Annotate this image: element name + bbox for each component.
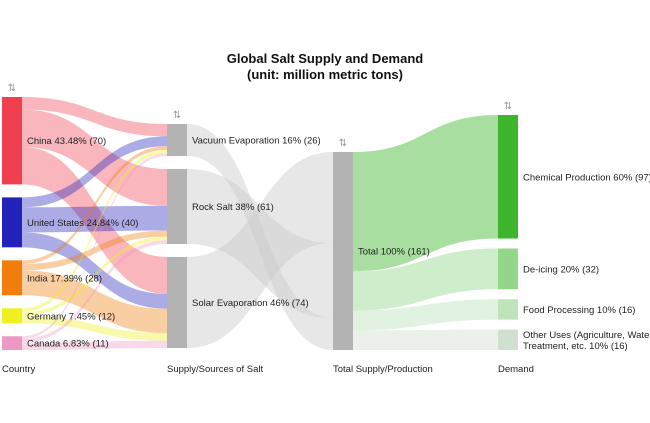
node-solar[interactable] [167,256,187,348]
node-germany[interactable] [2,308,22,324]
chart-subtitle: (unit: million metric tons) [247,67,403,82]
node-label-germany: Germany 7.45% (12) [27,311,115,322]
link-total-other [353,329,498,350]
node-vacuum[interactable] [167,124,187,156]
node-label-us: United States 24.84% (40) [27,218,138,229]
node-label-deicing: De-icing 20% (32) [523,264,599,275]
link-china-solar [22,146,167,294]
node-label-india: India 17.39% (28) [27,273,102,284]
node-labels: China 43.48% (70) United States 24.84% (4… [8,83,650,352]
link-germany-vacuum [22,149,167,313]
node-chemical[interactable] [498,115,518,239]
column-header-1: Supply/Sources of Salt [167,364,263,375]
column-header-2: Total Supply/Production [333,364,433,375]
link-solar-total [187,152,333,348]
sort-icon-col-3[interactable]: ⇅ [504,101,512,112]
link-total-deicing [353,248,498,311]
node-label-food: Food Processing 10% (16) [523,305,635,316]
node-label-solar: Solar Evaporation 46% (74) [192,298,309,309]
node-other[interactable] [498,329,518,350]
link-us-vacuum [22,136,167,208]
node-food[interactable] [498,299,518,320]
node-rock[interactable] [167,168,187,244]
link-rock-total [187,168,333,319]
link-china-vacuum [22,97,167,137]
sort-icon-col-1[interactable]: ⇅ [173,110,181,121]
link-germany-rock [22,236,167,316]
node-label-other-0: Other Uses (Agriculture, Water [523,330,650,341]
link-total-chemical [353,115,498,272]
link-total-food [353,299,498,331]
link-vacuum-total [187,124,333,350]
node-label-canada: Canada 6.83% (11) [27,339,109,350]
chart-title: Global Salt Supply and Demand [227,51,424,66]
link-india-vacuum [22,146,167,265]
link-china-rock [22,109,167,206]
column-header-3: Demand [498,364,534,375]
node-canada[interactable] [2,336,22,350]
node-label-chemical: Chemical Production 60% (97) [523,172,650,183]
column-headers: Country Supply/Sources of Salt Total Suppl… [2,364,534,375]
column-header-0: Country [2,364,36,375]
link-india-rock [22,230,167,271]
node-label-vacuum: Vacuum Evaporation 16% (26) [192,135,321,146]
node-total[interactable] [333,152,353,350]
node-label-total: Total 100% (161) [358,247,430,258]
node-us[interactable] [2,197,22,248]
node-label-rock: Rock Salt 38% (61) [192,202,274,213]
node-china[interactable] [2,97,22,185]
flow-links [22,97,498,350]
link-canada-vacuum [22,153,167,339]
link-india-solar [22,270,167,334]
link-germany-solar [22,315,167,341]
node-india[interactable] [2,260,22,296]
node-bars [2,97,518,350]
link-us-rock [22,205,167,233]
node-label-china: China 43.48% (70) [27,136,106,147]
link-us-solar [22,232,167,309]
sort-icon-col-2[interactable]: ⇅ [339,138,347,149]
sort-icon-col-0[interactable]: ⇅ [8,83,16,94]
link-canada-solar [22,340,167,350]
node-label-other-1: Treatment, etc. 10% (16) [523,341,628,352]
node-deicing[interactable] [498,248,518,290]
link-canada-rock [22,240,167,343]
